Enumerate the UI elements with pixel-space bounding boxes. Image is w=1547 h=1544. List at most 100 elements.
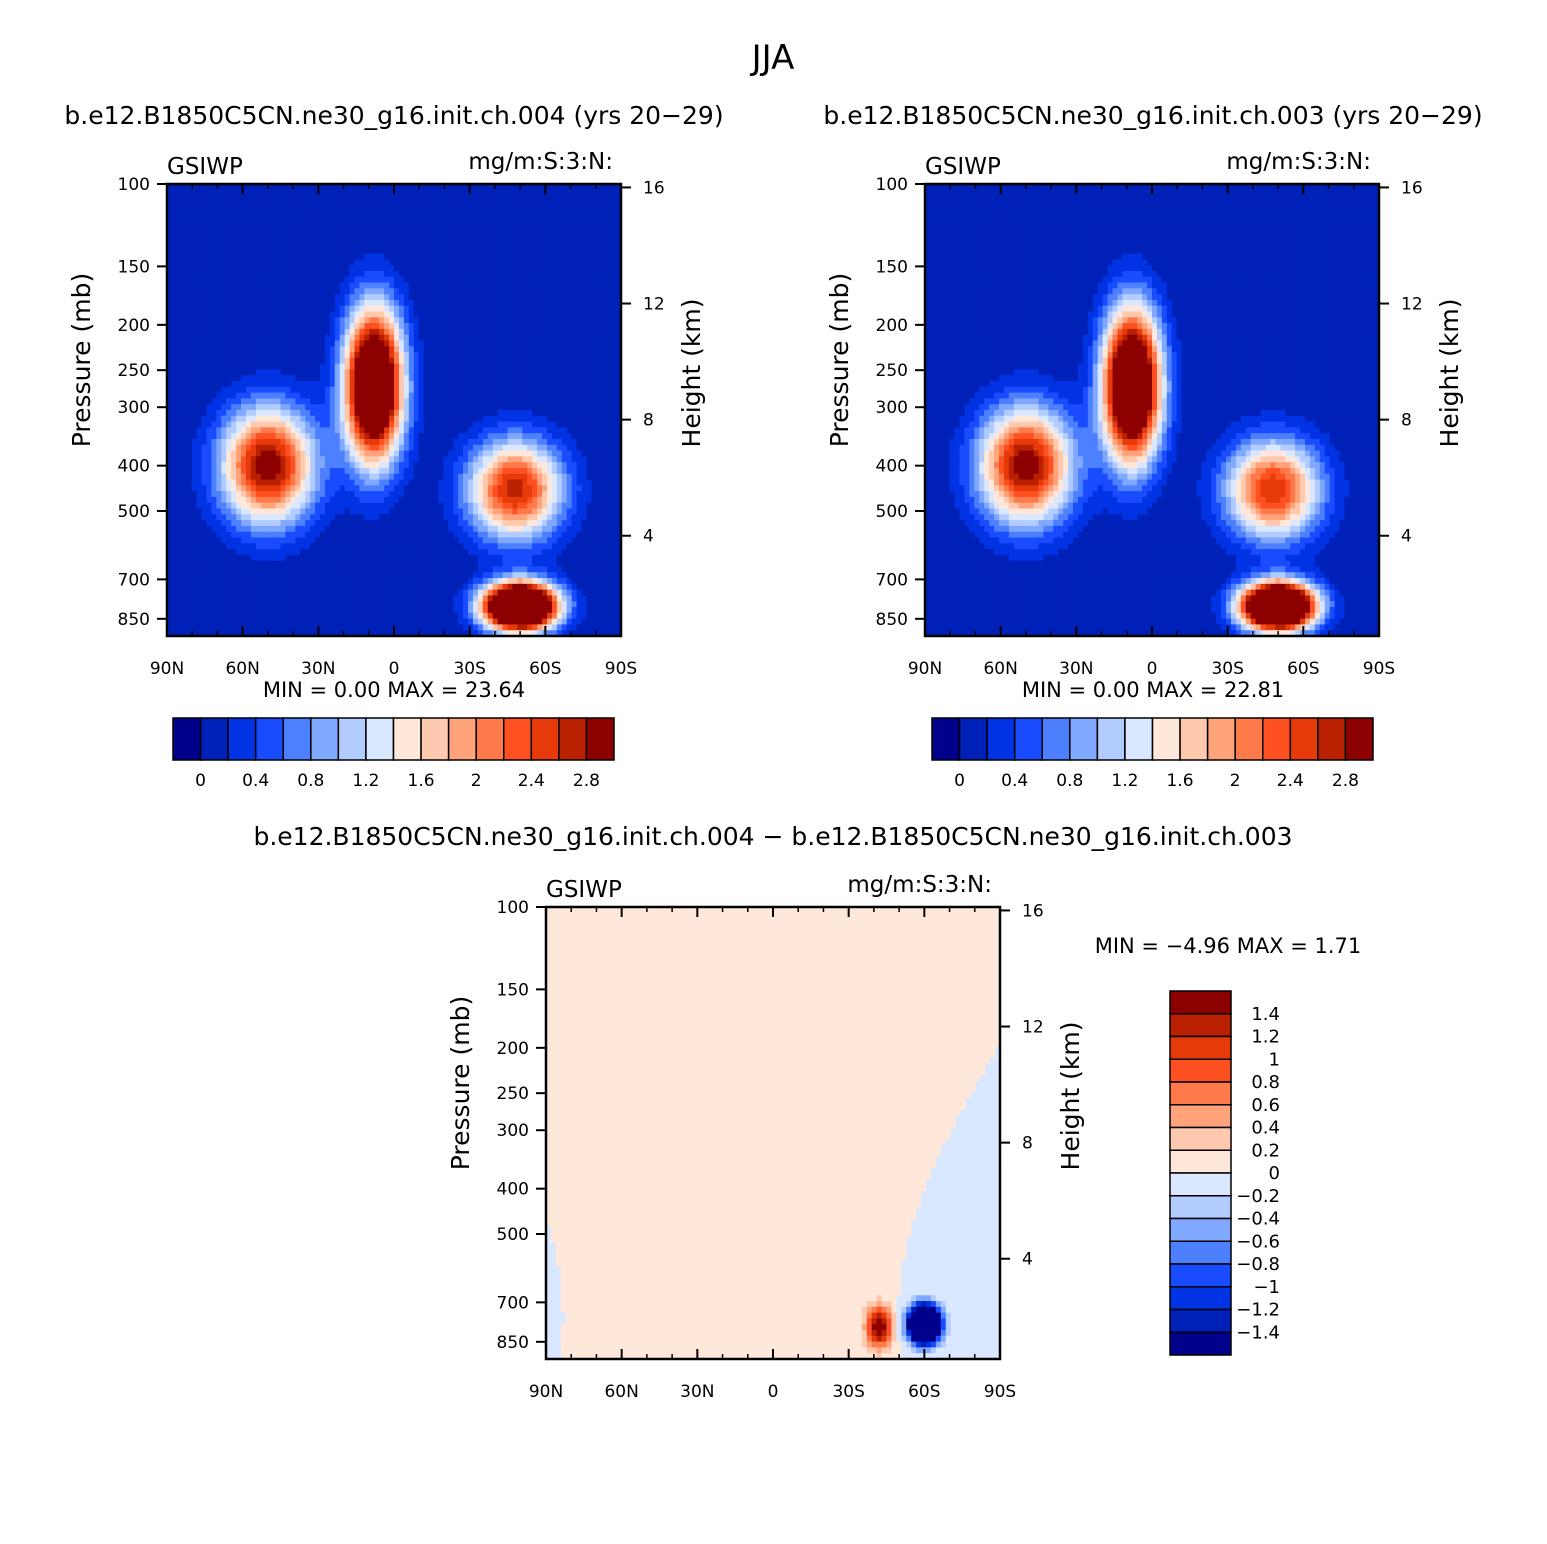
heatmap-cell <box>542 427 548 433</box>
heatmap-cell <box>399 196 405 202</box>
heatmap-cell <box>305 259 311 265</box>
heatmap-cell <box>177 323 183 329</box>
heatmap-cell <box>572 340 578 346</box>
heatmap-cell <box>557 230 563 236</box>
heatmap-cell <box>340 480 346 486</box>
heatmap-cell <box>335 311 341 317</box>
heatmap-cell <box>345 225 351 231</box>
heatmap-cell <box>448 462 454 468</box>
heatmap-cell <box>266 196 272 202</box>
heatmap-cell <box>216 323 222 329</box>
heatmap-cell <box>394 451 400 457</box>
heatmap-cell <box>300 346 306 352</box>
heatmap-cell <box>424 393 430 399</box>
heatmap-cell <box>281 404 287 410</box>
heatmap-cell <box>325 456 331 462</box>
heatmap-cell <box>281 468 287 474</box>
heatmap-cell <box>305 294 311 300</box>
heatmap-cell <box>394 422 400 428</box>
heatmap-cell <box>493 340 499 346</box>
heatmap-cell <box>567 190 573 196</box>
heatmap-cell <box>305 265 311 271</box>
heatmap-cell <box>606 451 612 457</box>
heatmap-cell <box>182 335 188 341</box>
heatmap-cell <box>473 480 479 486</box>
heatmap-cell <box>310 254 316 260</box>
heatmap-cell <box>429 242 435 248</box>
heatmap-cell <box>187 485 193 491</box>
heatmap-cell <box>355 462 361 468</box>
heatmap-cell <box>216 311 222 317</box>
heatmap-cell <box>211 254 217 260</box>
heatmap-cell <box>172 190 178 196</box>
heatmap-cell <box>202 265 208 271</box>
heatmap-cell <box>182 236 188 242</box>
heatmap-cell <box>503 387 509 393</box>
heatmap-cell <box>567 387 573 393</box>
heatmap-cell <box>256 340 262 346</box>
heatmap-cell <box>251 213 257 219</box>
heatmap-cell <box>310 283 316 289</box>
heatmap-cell <box>591 369 597 375</box>
heatmap-cell <box>295 433 301 439</box>
heatmap-cell <box>295 294 301 300</box>
heatmap-cell <box>216 381 222 387</box>
heatmap-cell <box>330 190 336 196</box>
heatmap-cell <box>330 480 336 486</box>
heatmap-cell <box>522 451 528 457</box>
heatmap-cell <box>414 381 420 387</box>
heatmap-cell <box>429 387 435 393</box>
heatmap-cell <box>177 288 183 294</box>
heatmap-cell <box>547 375 553 381</box>
heatmap-cell <box>498 329 504 335</box>
heatmap-cell <box>359 236 365 242</box>
heatmap-cell <box>562 456 568 462</box>
heatmap-cell <box>463 352 469 358</box>
heatmap-cell <box>522 358 528 364</box>
heatmap-cell <box>182 497 188 503</box>
heatmap-cell <box>517 219 523 225</box>
heatmap-cell <box>310 340 316 346</box>
heatmap-cell <box>517 433 523 439</box>
heatmap-cell <box>187 398 193 404</box>
heatmap-cell <box>527 404 533 410</box>
heatmap-cell <box>246 439 252 445</box>
heatmap-cell <box>305 352 311 358</box>
heatmap-cell <box>285 381 291 387</box>
heatmap-cell <box>345 364 351 370</box>
heatmap-cell <box>399 422 405 428</box>
heatmap-cell <box>527 317 533 323</box>
heatmap-cell <box>221 225 227 231</box>
heatmap-cell <box>414 491 420 497</box>
heatmap-cell <box>211 317 217 323</box>
heatmap-cell <box>271 236 277 242</box>
heatmap-cell <box>236 207 242 213</box>
heatmap-cell <box>567 311 573 317</box>
heatmap-cell <box>300 358 306 364</box>
heatmap-cell <box>522 335 528 341</box>
heatmap-cell <box>562 323 568 329</box>
heatmap-cell <box>231 311 237 317</box>
heatmap-cell <box>359 433 365 439</box>
heatmap-cell <box>261 410 267 416</box>
heatmap-cell <box>463 474 469 480</box>
heatmap-cell <box>350 317 356 323</box>
heatmap-cell <box>379 439 385 445</box>
heatmap-cell <box>251 485 257 491</box>
heatmap-cell <box>305 196 311 202</box>
heatmap-cell <box>281 410 287 416</box>
heatmap-cell <box>374 294 380 300</box>
heatmap-cell <box>187 468 193 474</box>
heatmap-cell <box>577 352 583 358</box>
heatmap-cell <box>586 346 592 352</box>
heatmap-cell <box>517 422 523 428</box>
heatmap-cell <box>364 416 370 422</box>
heatmap-cell <box>384 352 390 358</box>
heatmap-cell <box>241 375 247 381</box>
heatmap-cell <box>596 213 602 219</box>
heatmap-cell <box>517 335 523 341</box>
heatmap-cell <box>202 283 208 289</box>
heatmap-cell <box>231 329 237 335</box>
heatmap-cell <box>611 225 617 231</box>
heatmap-cell <box>236 196 242 202</box>
